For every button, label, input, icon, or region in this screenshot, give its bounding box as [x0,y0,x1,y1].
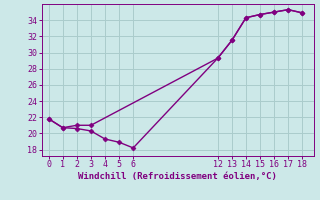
X-axis label: Windchill (Refroidissement éolien,°C): Windchill (Refroidissement éolien,°C) [78,172,277,181]
